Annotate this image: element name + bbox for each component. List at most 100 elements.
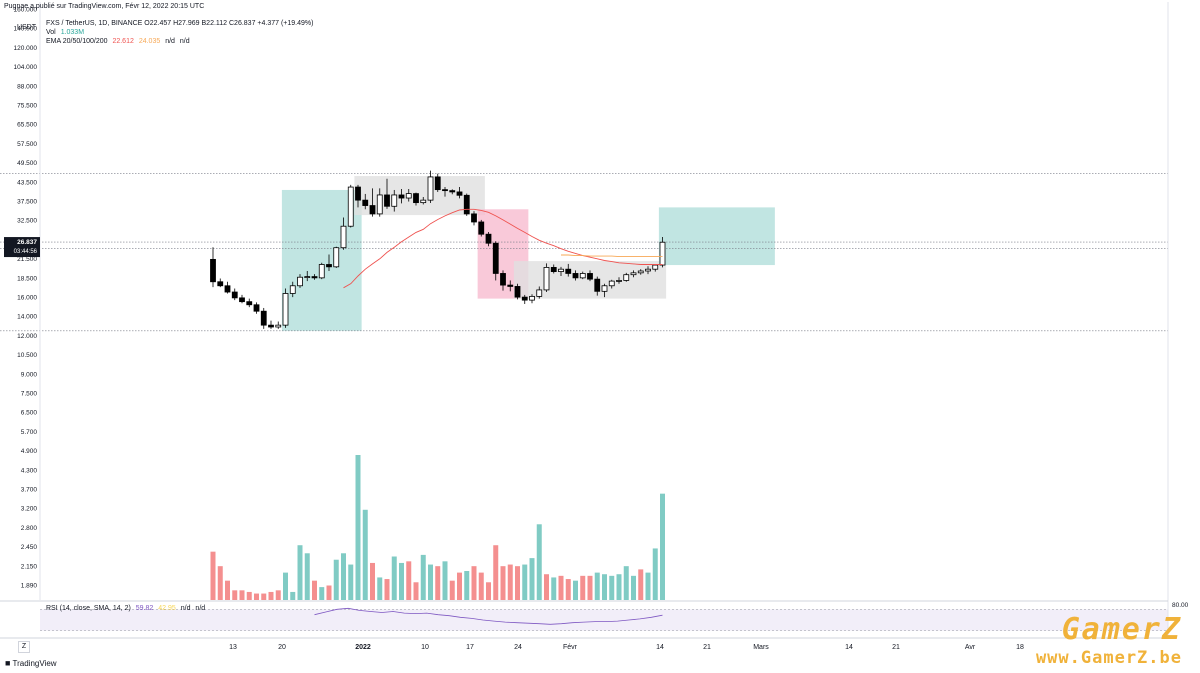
volume-bar [616,574,622,600]
price-tick-label: 65.500 [17,122,37,129]
rsi-line [314,607,663,625]
candle-up [645,268,651,272]
candle-down [413,193,419,204]
rsi-legend-label: RSI (14, close, SMA, 14, 2) [46,605,131,612]
candle-up [558,268,564,273]
candle-up [376,194,383,215]
candle-down [224,285,231,293]
candlestick-series [210,170,666,329]
price-tick-label: 43.500 [17,179,37,186]
candle-down [500,273,506,286]
tradingview-logo[interactable]: ■ TradingView [5,658,57,668]
candle-up [391,194,398,207]
candle-up [297,276,303,287]
ema-lines [343,208,663,289]
price-tick-label: 75.500 [17,103,37,110]
volume-bar [341,553,346,600]
time-tick-label: 20 [278,644,286,651]
volume-bar [268,591,274,600]
volume-bar [319,587,325,600]
horizontal-lines[interactable] [0,173,1168,332]
candle-down [268,324,274,328]
price-tick-label: 2.150 [21,563,38,570]
price-tick-label: 3.700 [21,487,38,494]
candle-up [420,199,427,204]
volume-bar [304,553,310,600]
volume-bar [573,580,578,600]
volume-bar [652,548,658,600]
rsi-tick-label: 80.00 [1172,602,1189,609]
volume-bar [544,574,549,600]
price-tick-label: 120.000 [14,45,38,52]
volume-bar [522,564,528,600]
last-price-badge [4,237,40,258]
currency-label: USDT [16,24,36,31]
candle-down [594,278,601,292]
candle-down [514,286,521,298]
volume-bar [478,572,484,600]
published-line: Pugnae a publié sur TradingView.com, Fév… [4,3,205,10]
candle-down [478,221,485,235]
candle-down [398,194,405,199]
candle-up [529,295,535,301]
candle-up [282,293,289,326]
ema-line [561,254,663,258]
volume-bar [377,577,383,600]
last-price-marker: 26.837 03:44:56 [4,237,40,258]
symbol-line[interactable]: FXS / TetherUS, 1D, BINANCE O22.457 H27.… [46,20,314,27]
price-tick-label: 5.700 [21,429,38,436]
volume-legend-value: 1.033M [60,29,85,36]
candle-down [449,190,456,193]
volume-bar [254,593,259,600]
ema-legend[interactable]: EMA 20/50/100/200 22.612 24.035 n/d n/d [46,38,190,45]
volume-legend[interactable]: Vol 1.033M [46,29,84,36]
candle-down [456,191,463,196]
candle-up [601,285,608,292]
volume-bar [551,577,557,600]
rsi-legend[interactable]: RSI (14, close, SMA, 14, 2) 59.82 42.95 … [46,605,205,612]
price-tick-label: 12.000 [17,333,37,340]
candle-down [231,291,238,299]
candle-down [355,186,361,201]
candle-down [434,176,441,191]
candle-down [550,267,557,273]
candle-down [260,310,267,326]
volume-bar [420,554,426,600]
volume-bar [435,566,441,600]
volume-bar [290,591,296,600]
price-tick-label: 1.890 [21,583,38,590]
zoom-z-button[interactable]: Z [18,641,30,653]
volume-bar [362,509,368,600]
candle-down [210,258,216,283]
candle-up [304,276,311,278]
candle-up [340,225,347,249]
ema-legend-label: EMA 20/50/100/200 [46,38,108,45]
ema-value-20: 22.612 [112,38,134,45]
volume-bar [457,572,462,600]
candle-up [652,264,659,270]
range-rectangle [354,176,485,216]
gamerz-watermark-url: www.GamerZ.be [1035,648,1182,668]
candle-down [492,242,499,274]
countdown-label: 03:44:56 [14,249,38,255]
gamerz-watermark-logo: GamerZ [1061,612,1182,647]
volume-bar [464,571,470,600]
candle-down [485,233,492,244]
price-tick-label: 3.200 [21,506,38,513]
price-tick-label: 18.500 [17,275,37,282]
time-tick-label: 18 [1016,644,1024,651]
volume-bar [486,582,491,600]
tradingview-logo-text: TradingView [12,659,57,668]
candle-up [543,267,550,291]
volume-bar [515,566,520,600]
time-axis[interactable]: 13 20 2022 10 17 24 Févr 14 21 Mars 14 21 Avr 18 [229,644,1024,651]
price-tick-label: 6.500 [21,410,38,417]
price-tick-label: 57.500 [17,141,37,148]
volume-bar [623,566,629,600]
volume-bar [239,590,245,600]
price-tick-label: 4.900 [21,448,38,455]
volume-bar [217,566,223,600]
price-tick-label: 16.000 [17,295,37,302]
